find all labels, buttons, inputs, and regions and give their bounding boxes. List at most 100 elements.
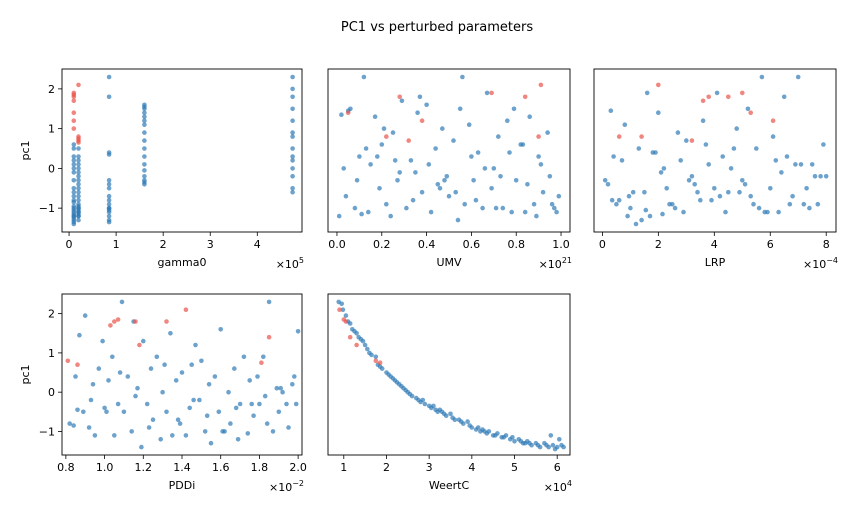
data-point-blue xyxy=(251,413,256,419)
x-tick-label: 4 xyxy=(468,461,475,474)
data-point-red xyxy=(397,94,403,100)
data-point-blue xyxy=(276,409,282,415)
data-point-blue xyxy=(339,301,345,307)
data-point-blue xyxy=(619,158,625,163)
data-point-blue xyxy=(142,174,147,179)
data-point-blue xyxy=(557,437,562,442)
data-point-blue xyxy=(245,431,251,436)
x-axis-multiplier: ×10−2 xyxy=(269,479,304,494)
data-point-blue xyxy=(815,201,821,207)
data-point-blue xyxy=(630,189,636,195)
data-point-blue xyxy=(106,94,112,100)
data-point-blue xyxy=(554,209,559,215)
data-point-blue xyxy=(759,74,765,80)
data-point-blue xyxy=(352,205,358,211)
data-point-red xyxy=(740,90,745,96)
data-point-red xyxy=(133,319,138,324)
data-point-blue xyxy=(220,429,225,434)
data-point-blue xyxy=(556,193,562,199)
x-tick-label: 1.6 xyxy=(212,461,230,474)
data-point-blue xyxy=(435,182,441,187)
data-point-blue xyxy=(76,197,81,203)
data-point-blue xyxy=(375,154,380,159)
data-point-blue xyxy=(442,178,447,183)
data-point-red xyxy=(108,323,113,328)
data-point-blue xyxy=(723,209,728,215)
data-point-blue xyxy=(672,205,678,211)
data-point-blue xyxy=(709,197,714,203)
data-point-blue xyxy=(106,74,112,80)
x-tick-label: 6 xyxy=(554,461,561,474)
x-tick-label: 0.0 xyxy=(328,238,346,251)
data-point-blue xyxy=(71,189,77,195)
x-axis-label: WeertC xyxy=(429,479,470,492)
data-point-blue xyxy=(520,142,526,147)
data-point-blue xyxy=(142,110,147,115)
data-point-red xyxy=(726,94,731,100)
data-point-blue xyxy=(290,154,295,159)
data-point-blue xyxy=(76,213,81,219)
data-point-blue xyxy=(643,207,649,213)
data-point-blue xyxy=(76,193,81,199)
data-point-blue xyxy=(793,162,798,167)
data-point-blue xyxy=(347,321,353,326)
data-point-blue xyxy=(81,409,86,415)
data-point-blue xyxy=(426,162,432,167)
data-point-blue xyxy=(512,439,517,444)
data-point-blue xyxy=(71,166,77,171)
data-point-red xyxy=(164,319,169,324)
data-point-red xyxy=(112,319,117,324)
data-point-blue xyxy=(484,90,490,96)
data-point-blue xyxy=(164,409,169,415)
data-point-red xyxy=(689,138,695,143)
data-point-blue xyxy=(71,178,77,183)
data-point-blue xyxy=(366,209,371,215)
data-point-blue xyxy=(71,154,77,159)
y-tick-label: −1 xyxy=(39,425,55,438)
data-point-blue xyxy=(823,174,829,179)
data-point-blue xyxy=(410,197,416,203)
data-point-blue xyxy=(183,433,189,438)
data-point-blue xyxy=(228,421,233,426)
data-point-blue xyxy=(381,126,387,131)
data-point-blue xyxy=(106,193,112,199)
data-point-blue xyxy=(71,162,77,167)
data-point-blue xyxy=(216,409,222,415)
data-point-blue xyxy=(653,150,658,155)
data-point-red xyxy=(259,360,264,366)
data-point-red xyxy=(419,118,425,123)
data-point-blue xyxy=(71,186,77,191)
data-point-blue xyxy=(106,205,112,211)
data-point-blue xyxy=(547,174,553,179)
x-tick-label: 4 xyxy=(254,238,261,251)
data-point-blue xyxy=(469,154,474,159)
data-point-blue xyxy=(179,370,185,375)
data-point-blue xyxy=(731,146,737,151)
data-point-blue xyxy=(191,397,196,403)
data-point-blue xyxy=(177,421,183,426)
data-point-blue xyxy=(531,201,537,207)
x-tick-label: 8 xyxy=(823,238,830,251)
data-point-blue xyxy=(343,313,349,318)
data-point-blue xyxy=(608,108,614,113)
data-point-blue xyxy=(554,444,560,450)
data-point-blue xyxy=(399,384,404,389)
x-tick-label: 0.8 xyxy=(507,238,525,251)
data-point-blue xyxy=(162,362,167,368)
data-point-blue xyxy=(636,146,642,151)
data-point-blue xyxy=(768,186,773,191)
data-point-blue xyxy=(469,425,475,430)
data-point-blue xyxy=(173,378,179,383)
data-point-blue xyxy=(372,114,378,119)
data-point-blue xyxy=(142,118,147,123)
data-point-blue xyxy=(336,213,342,219)
data-point-blue xyxy=(365,346,370,352)
data-point-blue xyxy=(496,134,501,139)
data-point-blue xyxy=(807,205,812,211)
data-point-blue xyxy=(106,219,112,225)
data-point-blue xyxy=(684,138,689,143)
axes-frame xyxy=(327,68,571,233)
data-point-blue xyxy=(292,374,297,379)
y-tick-label: 0 xyxy=(48,386,55,399)
